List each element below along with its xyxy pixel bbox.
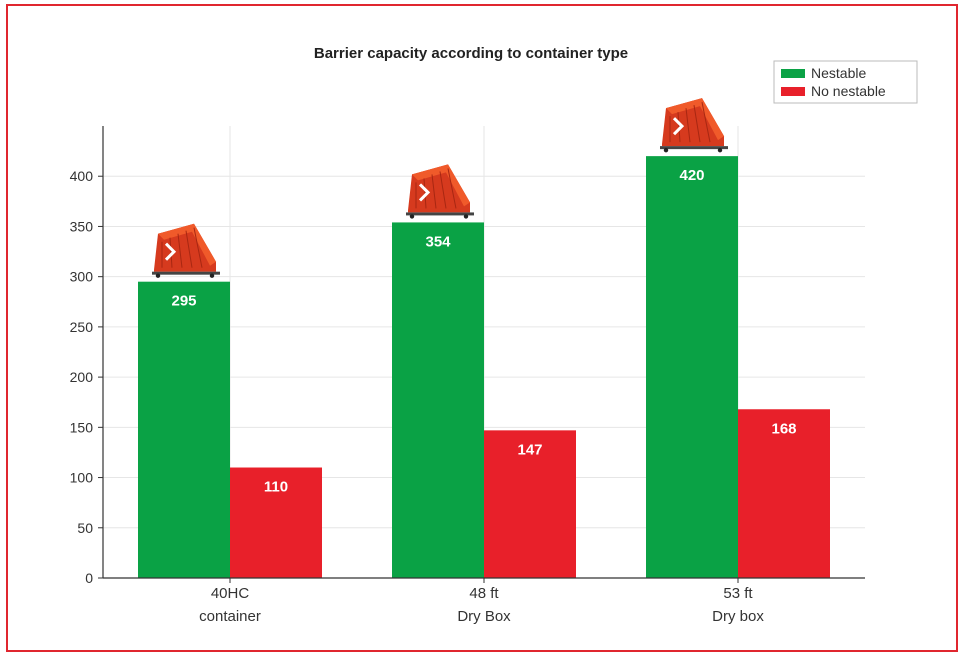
y-tick-label-0: 0: [85, 570, 93, 586]
value-label-no-nestable-2: 168: [771, 420, 796, 437]
bar-nestable-2: [646, 156, 738, 578]
y-tick-label-100: 100: [70, 470, 94, 486]
barrier-icon: [658, 96, 730, 154]
value-label-nestable-0: 295: [171, 293, 196, 310]
bar-no-nestable-1: [484, 430, 576, 578]
legend-swatch-no-nestable: [781, 87, 805, 96]
legend: Nestable No nestable: [773, 60, 918, 104]
bar-nestable-0: [138, 281, 230, 578]
x-tick-label-line2-2: Dry box: [712, 608, 764, 625]
bars: [138, 156, 830, 578]
value-label-no-nestable-1: 147: [517, 441, 542, 458]
value-labels: 295 354 420 110 147 168: [171, 167, 796, 495]
y-tick-label-400: 400: [70, 168, 94, 184]
value-label-nestable-1: 354: [425, 233, 451, 250]
y-axis: 0 50 100 150 200 250 300 350 400: [70, 126, 104, 586]
y-tick-label-300: 300: [70, 269, 94, 285]
y-tick-label-150: 150: [70, 419, 94, 435]
barrier-icon-shape: [150, 222, 222, 280]
x-tick-label-line2-0: container: [199, 608, 261, 625]
y-tick-label-200: 200: [70, 369, 94, 385]
chart-frame: [6, 4, 958, 652]
bar-no-nestable-0: [230, 467, 322, 578]
bar-nestable-1: [392, 222, 484, 578]
chart-title: Barrier capacity according to container …: [314, 45, 628, 62]
barrier-icon: [150, 222, 222, 280]
x-tick-label-line2-1: Dry Box: [457, 608, 511, 625]
y-tick-label-50: 50: [77, 520, 93, 536]
x-tick-label-line1-1: 48 ft: [469, 585, 499, 602]
legend-swatch-nestable: [781, 69, 805, 78]
y-tick-label-250: 250: [70, 319, 94, 335]
value-label-no-nestable-0: 110: [264, 479, 288, 496]
legend-label-no-nestable: No nestable: [811, 83, 886, 99]
value-label-nestable-2: 420: [679, 167, 704, 184]
bar-no-nestable-2: [738, 409, 830, 578]
x-tick-label-line1-0: 40HC: [211, 585, 250, 602]
barrier-icon: [404, 162, 476, 221]
x-tick-label-line1-2: 53 ft: [723, 585, 753, 602]
barrier-icon-shape: [658, 96, 730, 154]
legend-label-nestable: Nestable: [811, 65, 866, 81]
barrier-icon-shape: [404, 162, 476, 221]
x-axis: 40HC container 48 ft Dry Box 53 ft Dry box: [103, 577, 865, 625]
y-tick-label-350: 350: [70, 218, 94, 234]
